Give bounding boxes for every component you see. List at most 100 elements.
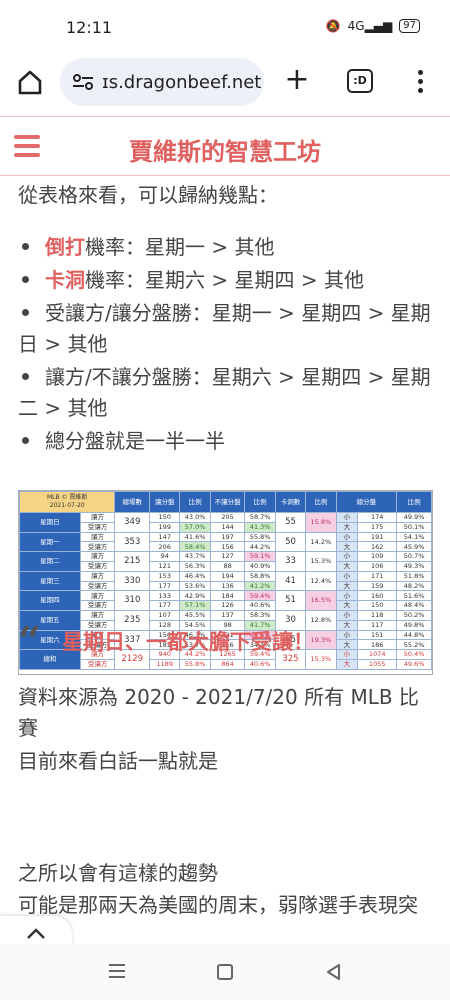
article-content: 從表格來看，可以歸納幾點： 倒打機率：星期一 > 其他 卡洞機率：星期六 > 星…	[0, 176, 450, 944]
battery-icon: 97	[399, 19, 420, 33]
table-cell: 49.6%	[396, 658, 432, 670]
table-row: 星期三 讓方 330 153 46.4% 194 58.8% 41 12.4% 小 171 51.8%	[19, 570, 432, 592]
table-cell: 41.6%	[179, 531, 211, 543]
table-cell: 小	[335, 609, 359, 621]
table-cell: 1189	[149, 658, 181, 670]
home-button[interactable]	[14, 66, 46, 98]
table-cell: 199	[149, 521, 181, 533]
table-cell: 59.4%	[244, 590, 276, 602]
table-cell: 144	[209, 521, 246, 533]
table-cell: 137	[209, 609, 246, 621]
table-cell: 118	[357, 609, 398, 621]
recents-button[interactable]	[109, 964, 125, 978]
table-cell: 讓方	[79, 531, 116, 543]
site-title[interactable]: 賈維斯的智慧工坊	[129, 138, 321, 166]
table-corner-label: MLB © 賈維斯 2021-07-20	[18, 491, 116, 513]
mlb-stats-table-image[interactable]: MLB © 賈維斯 2021-07-20 總場數 讓分盤 比例 不讓分盤 比例 卡…	[18, 490, 433, 675]
column-header: 卡洞數	[274, 491, 307, 513]
table-cell: 受讓方	[79, 560, 116, 572]
list-item: 讓方/不讓分盤勝：星期六 > 星期四 > 星期二 > 其他	[18, 362, 436, 424]
table-cell: 小	[335, 649, 359, 660]
table-cell: 48.2%	[396, 580, 432, 592]
table-cell: 151	[357, 629, 398, 641]
column-header: 比例	[396, 491, 432, 513]
table-cell: 58.8%	[244, 570, 276, 582]
stats-table-body: 星期日 讓方 349 150 43.0% 205 58.7% 55 15.8% 小 174 49.9%…	[19, 512, 432, 670]
table-cell: 45.9%	[396, 541, 432, 553]
table-cell: 讓方	[79, 570, 116, 582]
table-cell: 353	[114, 531, 151, 553]
table-cell: 58.7%	[244, 512, 276, 523]
table-cell: 50.7%	[396, 551, 432, 562]
table-cell: 50.2%	[396, 609, 432, 621]
table-cell: 40.6%	[244, 600, 276, 611]
table-cell: 小	[335, 551, 359, 562]
table-cell: 121	[149, 560, 181, 572]
column-header: 不讓分盤	[209, 491, 246, 513]
table-cell: 57.1%	[179, 600, 211, 611]
table-cell: 大	[335, 541, 359, 553]
back-button[interactable]	[324, 962, 342, 982]
table-cell: 星期三	[19, 570, 81, 592]
table-cell: 48.4%	[396, 600, 432, 611]
summary-list: 倒打機率：星期一 > 其他 卡洞機率：星期六 > 星期四 > 其他 受讓方/讓分…	[18, 232, 436, 459]
table-cell: 46.4%	[179, 570, 211, 582]
list-item-text: 受讓方/讓分盤勝：星期一 > 星期四 > 星期日 > 其他	[18, 301, 431, 356]
list-item: 受讓方/讓分盤勝：星期一 > 星期四 > 星期日 > 其他	[18, 298, 436, 360]
hamburger-menu-icon[interactable]	[14, 135, 40, 157]
tab-switcher-button[interactable]: :D	[347, 69, 373, 93]
new-tab-button[interactable]: +	[284, 62, 310, 97]
table-cell: 41	[274, 570, 307, 592]
table-cell: 150	[149, 512, 181, 523]
table-cell: 55	[274, 512, 307, 533]
table-cell: 159	[357, 580, 398, 592]
table-cell: 215	[114, 551, 151, 572]
table-cell: 大	[335, 619, 359, 631]
column-header: 總場數	[114, 491, 151, 513]
list-item: 總分盤就是一半一半	[18, 426, 436, 457]
table-cell: 57.0%	[179, 521, 211, 533]
table-cell: 受讓方	[79, 580, 116, 592]
battery-level: 97	[403, 20, 416, 31]
table-cell: 55.8%	[179, 658, 211, 670]
status-bar: 12:11 🔕 4G▂▄▆ 97	[0, 0, 450, 56]
reason-text-1: 之所以會有這樣的趨勢	[18, 861, 218, 885]
table-cell: 小	[335, 570, 359, 582]
table-cell: 177	[149, 580, 181, 592]
table-row: 總和 讓方 2129 940 44.2% 1265 59.4% 325 15.3% 小 1074 50…	[19, 649, 432, 670]
table-cell: 147	[149, 531, 181, 543]
table-cell: 325	[274, 649, 307, 670]
quote-text: 星期日、一都大膽下受讓！	[62, 630, 314, 654]
table-cell: 受讓方	[79, 600, 116, 611]
table-cell: 51.8%	[396, 570, 432, 582]
table-cell: 小	[335, 590, 359, 602]
url-text[interactable]: ɪs.dragonbeef.net	[102, 71, 262, 93]
table-cell: 14.2%	[305, 531, 337, 553]
plain-talk-text: 目前來看白話一點就是	[18, 749, 218, 773]
table-cell: 2129	[114, 649, 151, 670]
column-header: 比例	[179, 491, 211, 513]
table-cell: 33	[274, 551, 307, 572]
table-cell: 56.3%	[179, 560, 211, 572]
table-cell: 45.5%	[179, 609, 211, 621]
site-settings-icon[interactable]	[72, 72, 94, 92]
status-time: 12:11	[66, 18, 113, 37]
table-cell: 197	[209, 531, 246, 543]
address-bar[interactable]: ɪs.dragonbeef.net	[60, 58, 264, 106]
site-header: 賈維斯的智慧工坊	[0, 116, 450, 176]
intro-text: 從表格來看，可以歸納幾點：	[18, 183, 278, 207]
corner-date: 2021-07-20	[49, 502, 85, 509]
table-row: 星期日 讓方 349 150 43.0% 205 58.7% 55 15.8% 小 174 49.9%	[19, 512, 432, 533]
table-row: 星期二 讓方 215 94 43.7% 127 59.1% 33 15.3% 小 109 50.7%	[19, 551, 432, 572]
table-cell: 177	[149, 600, 181, 611]
reason-text-2: 可能是那兩天為美國的周末，弱隊選手表現突出	[18, 893, 418, 944]
table-cell: 330	[114, 570, 151, 592]
home-nav-button[interactable]	[217, 964, 233, 980]
table-cell: 205	[209, 512, 246, 523]
table-row: 受讓方 121 56.3% 88 40.9% 大 106 49.3%	[20, 560, 432, 572]
more-menu-button[interactable]	[410, 66, 430, 98]
table-cell: 星期六	[19, 629, 81, 651]
table-row: 受讓方 206 58.4% 156 44.2% 大 162 45.9%	[20, 541, 432, 553]
column-header: 比例	[305, 491, 337, 513]
table-cell: 總和	[19, 649, 81, 670]
